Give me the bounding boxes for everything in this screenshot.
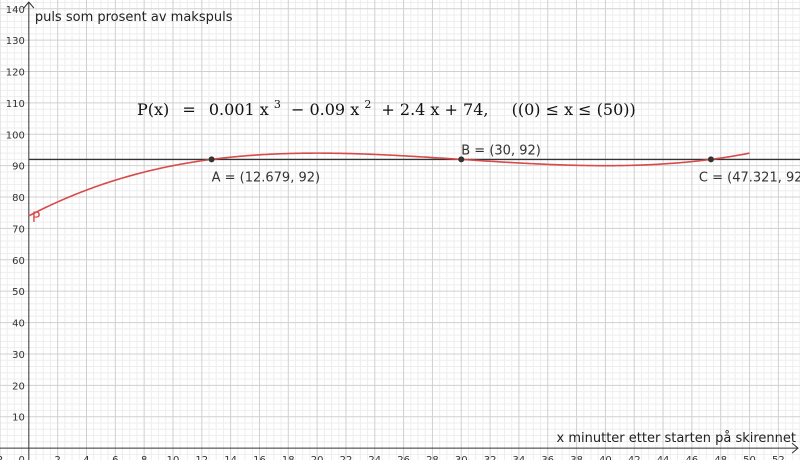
y-tick-label: 140 [6, 5, 25, 16]
x-tick-label: 50 [743, 455, 756, 460]
x-tick-label: 28 [426, 455, 439, 460]
y-tick-label: 110 [6, 99, 25, 110]
point-label-b: B = (30, 92) [461, 143, 541, 158]
formula-term-cubic: 0.001 x [209, 100, 269, 119]
x-tick-label: 14 [224, 455, 237, 460]
function-label-p: P [32, 210, 40, 226]
formula-term-quadratic: − 0.09 x [291, 100, 359, 119]
x-axis-arrow-icon [791, 442, 799, 454]
y-tick-label: 60 [12, 256, 25, 267]
x-tick-label: 42 [628, 455, 641, 460]
x-tick-label: 10 [167, 455, 180, 460]
formula-exponent-3: 3 [274, 98, 281, 111]
point-c[interactable] [707, 156, 714, 163]
formula-lhs: P(x) [137, 100, 169, 119]
point-b[interactable] [458, 156, 465, 163]
x-tick-label: 36 [541, 455, 554, 460]
x-tick-label: 22 [340, 455, 353, 460]
x-tick-label: 46 [686, 455, 699, 460]
x-tick-label: 24 [368, 455, 381, 460]
x-tick-label: 38 [570, 455, 583, 460]
x-tick-label: 32 [484, 455, 497, 460]
x-tick-label: 26 [397, 455, 410, 460]
x-tick-label: 4 [83, 455, 89, 460]
y-tick-label: 50 [12, 287, 25, 298]
origin-tick-label: 0 [18, 455, 24, 460]
point-a[interactable] [208, 156, 215, 163]
function-formula: P(x) = 0.001 x 3 − 0.09 x 2 + 2.4 x + 74… [137, 93, 636, 119]
x-tick-label: 40 [599, 455, 612, 460]
x-tick-label: 8 [141, 455, 147, 460]
x-tick-label: 48 [714, 455, 727, 460]
function-curve-p[interactable] [28, 152, 750, 217]
formula-domain: ((0) ≤ x ≤ (50)) [512, 100, 636, 119]
formula-term-linear: + 2.4 x + 74, [381, 100, 488, 119]
y-tick-label: 100 [6, 130, 25, 141]
x-tick-label: 34 [513, 455, 526, 460]
point-label-a: A = (12.679, 92) [212, 170, 320, 185]
x-tick-label: 30 [455, 455, 468, 460]
y-tick-label: 30 [12, 350, 25, 361]
y-tick-label: 40 [12, 319, 25, 330]
y-tick-label: 130 [6, 36, 25, 47]
x-tick-label: 16 [253, 455, 266, 460]
x-tick-label: 18 [282, 455, 295, 460]
y-tick-label: 20 [12, 381, 25, 392]
point-label-c: C = (47.321, 92) [699, 170, 800, 185]
x-tick-label-left-edge: 2 [0, 455, 3, 460]
x-tick-label: 6 [112, 455, 118, 460]
x-tick-label: 2 [54, 455, 60, 460]
x-tick-label: 52 [772, 455, 785, 460]
y-tick-label: 120 [6, 68, 25, 79]
y-tick-label: 70 [12, 224, 25, 235]
x-tick-label: 44 [657, 455, 670, 460]
y-tick-label: 90 [12, 162, 25, 173]
x-tick-label: 12 [195, 455, 208, 460]
formula-exponent-2: 2 [364, 98, 371, 111]
intersection-points: A = (12.679, 92) B = (30, 92) C = (47.321,… [208, 143, 800, 185]
y-tick-label: 10 [12, 413, 25, 424]
y-axis-arrow-icon [23, 1, 35, 9]
x-tick-labels: 2468101214161820222426283032343638404244… [54, 455, 784, 460]
y-tick-labels: 10 20 30 40 50 60 70 80 90 100 110 120 130 140 [6, 5, 25, 424]
x-axis-label: x minutter etter starten på skirennet [557, 431, 796, 446]
x-tick-label: 20 [311, 455, 324, 460]
y-tick-label: 80 [12, 193, 25, 204]
y-axis-label: puls som prosent av makspuls [35, 10, 233, 25]
formula-equals: = [182, 100, 195, 119]
